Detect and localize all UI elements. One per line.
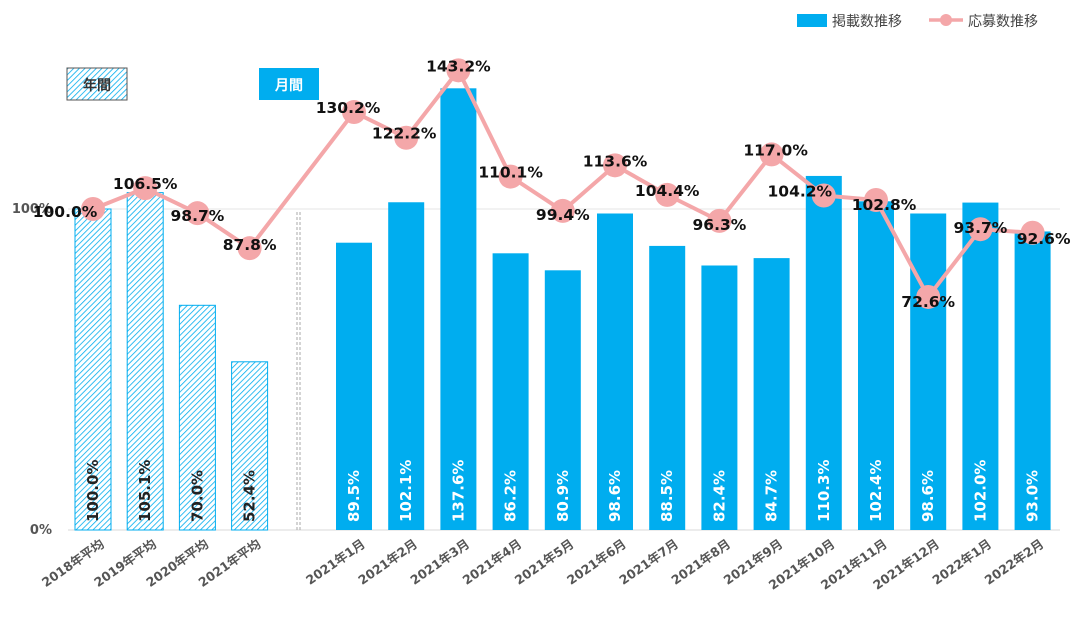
bar-value-label: 84.7% [763, 470, 781, 522]
line-point [237, 236, 262, 261]
line-point [1020, 220, 1045, 245]
line-point [185, 201, 210, 226]
line-value-label: 106.5% [113, 175, 178, 193]
monthly-tag: 月間 [259, 68, 319, 100]
bar-value-label: 52.4% [241, 470, 259, 522]
line-value-label: 99.4% [536, 206, 590, 224]
line-value-label: 104.2% [768, 183, 833, 201]
line-value-label: 93.7% [954, 219, 1008, 237]
bar-value-label: 105.1% [136, 460, 154, 522]
line-value-label: 143.2% [426, 57, 491, 75]
bar-value-label: 93.0% [1024, 470, 1042, 522]
line-value-label: 87.8% [223, 236, 277, 254]
bar-value-label: 70.0% [188, 470, 206, 522]
bar-label-layer: 100.0% 105.1% 70.0% 52.4% 89.5% 102.1% 137.6% 8… [84, 460, 1042, 522]
line-point [759, 142, 784, 167]
legend-line-label: 応募数推移 [968, 14, 1038, 30]
line-value-label: 100.0% [33, 203, 98, 221]
bar [440, 88, 477, 530]
bar-value-label: 86.2% [502, 470, 520, 522]
bar-value-label: 102.0% [971, 460, 989, 522]
bar [231, 361, 269, 531]
bar-value-label: 98.6% [919, 470, 937, 522]
line-value-label: 72.6% [901, 293, 955, 311]
annual-tag: 年間 [66, 67, 128, 101]
line-point [133, 176, 158, 201]
bar-value-label: 102.1% [397, 460, 415, 522]
line-series [81, 58, 1045, 309]
line-value-label: 102.8% [852, 196, 917, 214]
line-value-label: 122.2% [372, 125, 437, 143]
line-value-label: 110.1% [478, 164, 543, 182]
bar-value-label: 82.4% [710, 470, 728, 522]
bar [544, 270, 581, 530]
bar [336, 242, 372, 530]
bar [962, 202, 999, 530]
bar [126, 192, 164, 531]
line-point [498, 164, 523, 189]
bar-value-label: 137.6% [449, 460, 467, 522]
line-value-label: 92.6% [1017, 230, 1071, 248]
x-tick-label: 2022年2月 [982, 536, 1047, 588]
bar-series [74, 88, 1051, 531]
line-value-label: 130.2% [316, 99, 381, 117]
legend: 掲載数推移 応募数推移 [797, 14, 1038, 30]
bar [649, 245, 686, 531]
bar [910, 213, 947, 530]
bar [178, 304, 216, 531]
line-point [916, 284, 941, 309]
bar [597, 213, 633, 530]
legend-bar-swatch [797, 14, 827, 27]
line-label-layer: 100.0% 106.5% 98.7% 87.8% 130.2% 122.2% 143.2%… [33, 57, 1071, 311]
line-value-label: 96.3% [693, 216, 747, 234]
line-value-label: 104.4% [635, 182, 700, 200]
line-point [342, 100, 366, 125]
line-point [864, 188, 888, 213]
line-point [811, 183, 836, 208]
bar [388, 202, 425, 530]
line-point [81, 197, 105, 221]
y-tick-label: 0% [30, 523, 52, 538]
bar [701, 265, 738, 530]
line-value-label: 98.7% [171, 207, 225, 225]
line-point [655, 182, 680, 207]
bar [805, 175, 842, 530]
line-value-label: 113.6% [583, 152, 648, 170]
bar-value-label: 89.5% [345, 470, 363, 522]
bar-value-label: 100.0% [84, 460, 102, 522]
bar-value-label: 102.4% [867, 460, 885, 522]
line-point [707, 208, 732, 233]
line-point [550, 198, 575, 223]
line-value-label: 117.0% [743, 141, 808, 159]
line-point [603, 153, 627, 178]
line-point [968, 217, 993, 242]
bar [1014, 231, 1051, 530]
annual-tag-label: 年間 [83, 77, 111, 94]
line-point [446, 58, 471, 83]
bar [74, 208, 112, 531]
bar-value-label: 98.6% [606, 470, 624, 522]
bar-value-label: 80.9% [554, 470, 572, 522]
y-tick-label: 100% [12, 202, 52, 217]
bar-value-label: 110.3% [815, 460, 833, 522]
monthly-tag-label: 月間 [274, 78, 303, 94]
bar [492, 253, 529, 530]
bar [858, 201, 894, 530]
bar [753, 258, 790, 530]
legend-line-marker [940, 14, 952, 26]
bar-value-label: 88.5% [658, 470, 676, 522]
line-point [394, 125, 419, 150]
legend-bar-label: 掲載数推移 [832, 14, 902, 30]
